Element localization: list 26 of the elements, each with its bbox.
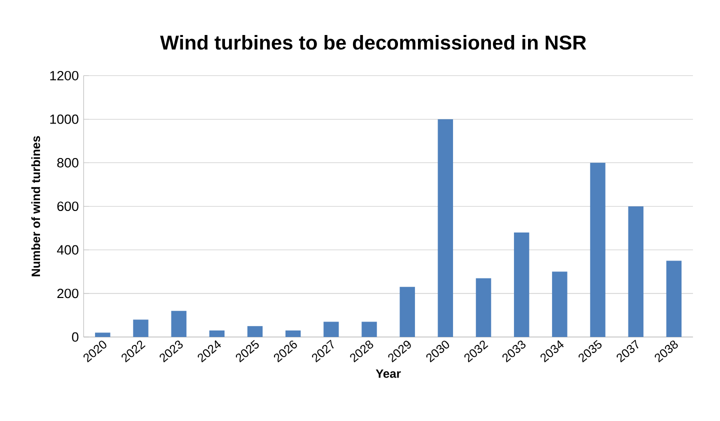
x-axis-title: Year [376,370,401,378]
y-tick-label: 800 [57,158,78,168]
y-tick-label: 200 [57,288,78,298]
bar [552,272,568,337]
bar [666,260,682,337]
bar [209,330,225,337]
bar [476,278,492,337]
y-tick-label: 1200 [50,70,78,80]
bar [590,162,606,337]
bar [438,119,454,337]
y-tick-label: 400 [56,245,78,255]
bar [362,322,377,337]
bar [247,326,263,337]
bar [133,320,148,337]
y-tick-label: 0 [72,332,78,342]
bar [95,332,110,337]
bar [628,206,644,337]
bar [400,286,415,337]
y-axis-title: Number of wind turbines [31,136,40,276]
bar [324,322,339,337]
bar [514,232,530,337]
y-tick-label: 1000 [50,114,78,124]
y-tick-label: 600 [57,202,78,212]
bar [285,330,301,337]
bar [171,310,186,337]
chart-title: Wind turbines to be decommissioned in NSR [160,34,586,50]
